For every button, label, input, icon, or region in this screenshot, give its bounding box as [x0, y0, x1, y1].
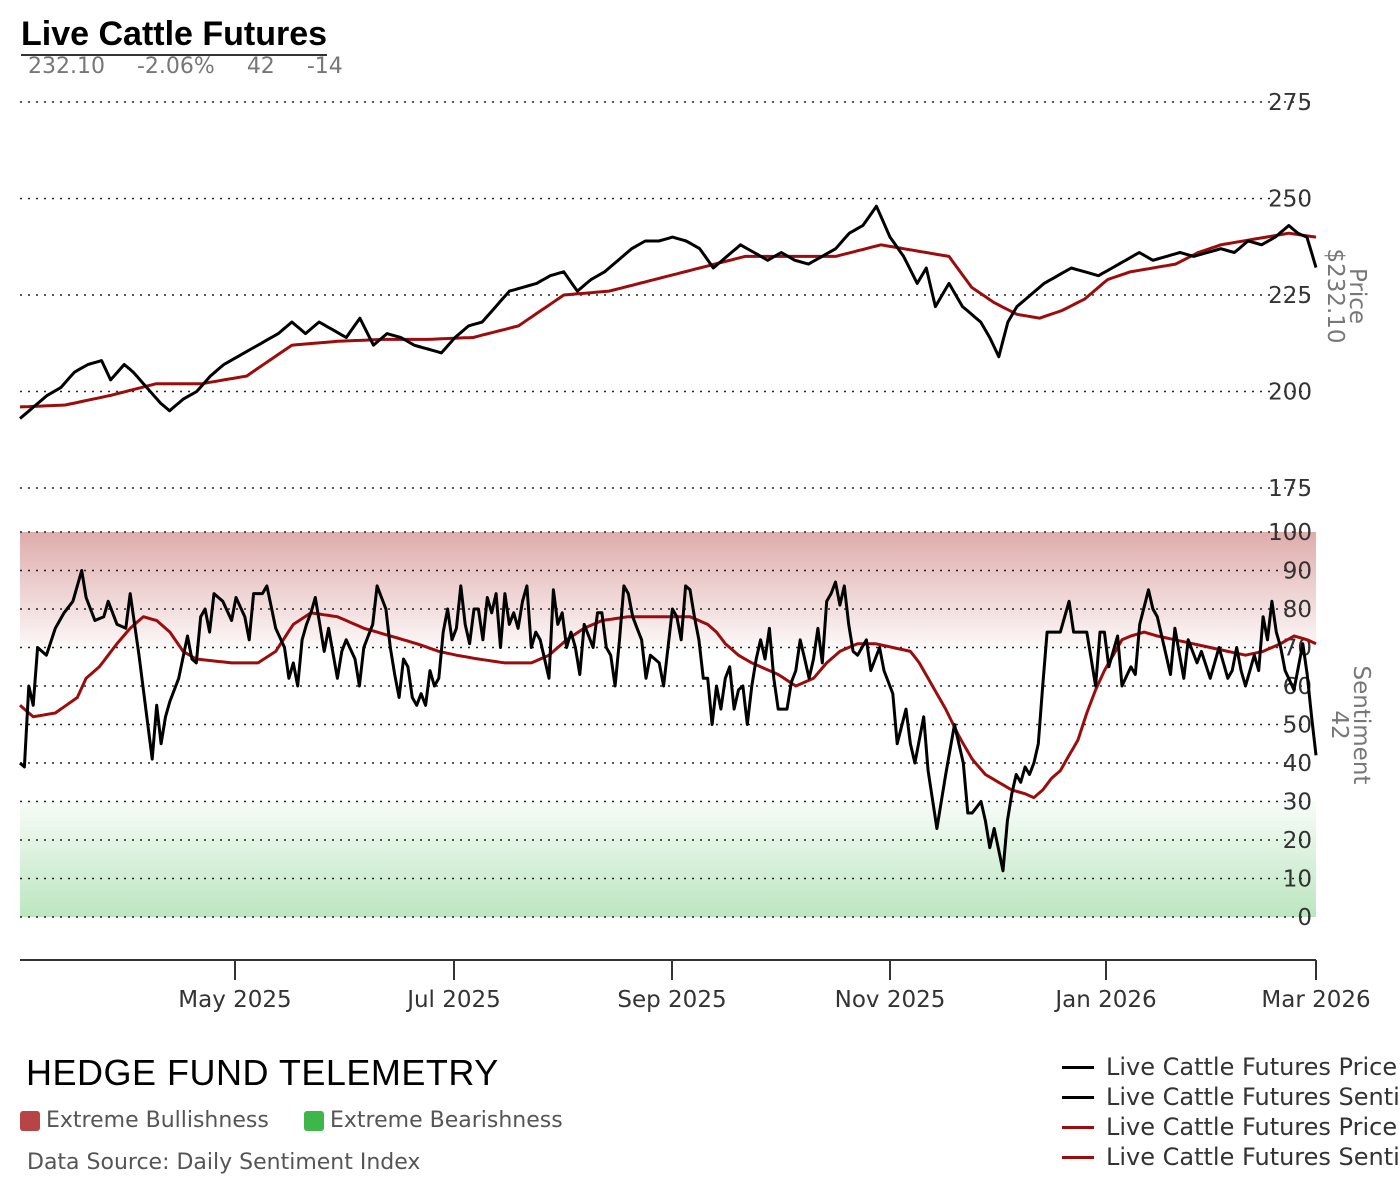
x-tick-label: Jan 2026 — [1053, 987, 1156, 1013]
brand-label: HEDGE FUND TELEMETRY — [26, 1052, 499, 1093]
legend-item-sentiment: Live Cattle Futures Sentiment — [1062, 1082, 1400, 1112]
legend-label: Live Cattle Futures Price SMA — [1106, 1113, 1400, 1141]
price-tick-label: 225 — [1268, 283, 1312, 309]
extreme-bearish-zone — [20, 801, 1316, 917]
series-legend: Live Cattle Futures Price Live Cattle Fu… — [1062, 1052, 1400, 1172]
price-tick-label: 175 — [1268, 476, 1312, 502]
price-axis-label: Price — [1344, 268, 1370, 324]
sentiment-tick-label: 80 — [1283, 597, 1312, 623]
legend-item-price-sma: Live Cattle Futures Price SMA — [1062, 1112, 1400, 1142]
legend-label: Live Cattle Futures Price — [1106, 1053, 1398, 1081]
sentiment-tick-label: 40 — [1283, 751, 1312, 777]
sentiment-tick-label: 20 — [1283, 828, 1312, 854]
sentiment-tick-label: 100 — [1268, 520, 1312, 546]
x-tick-label: Jul 2025 — [405, 987, 501, 1013]
legend-item-price: Live Cattle Futures Price — [1062, 1052, 1400, 1082]
stat-sentiment: 42 — [246, 54, 275, 79]
stat-sentiment-change: -14 — [306, 54, 343, 79]
stat-percent-change: -2.06% — [136, 54, 215, 79]
sentiment-line — [19, 569, 1318, 873]
price-sma-line — [19, 231, 1317, 409]
sentiment-last-value-label: 42 — [1326, 710, 1352, 739]
sentiment-tick-label: 30 — [1283, 790, 1312, 816]
price-tick-label: 200 — [1268, 380, 1312, 406]
price-line — [19, 204, 1318, 420]
page-title: Live Cattle Futures — [21, 14, 328, 56]
legend-line-icon — [1062, 1065, 1094, 1069]
x-tick-label: Nov 2025 — [835, 987, 946, 1013]
legend-line-icon — [1062, 1125, 1094, 1129]
legend-extreme-bearish: Extreme Bearishness — [304, 1108, 563, 1133]
sentiment-axis-label: Sentiment — [1348, 666, 1374, 785]
sentiment-tick-label: 50 — [1283, 713, 1312, 739]
legend-label: Live Cattle Futures Sentiment SMA — [1106, 1143, 1400, 1171]
bearish-label: Extreme Bearishness — [330, 1108, 563, 1133]
stat-last-price: 232.10 — [28, 54, 105, 79]
x-tick-label: May 2025 — [178, 987, 291, 1013]
sentiment-tick-label: 90 — [1283, 559, 1312, 585]
bearish-swatch — [304, 1110, 324, 1131]
sentiment-tick-label: 0 — [1297, 905, 1312, 931]
legend-line-icon — [1062, 1155, 1094, 1159]
legend-extreme-bullish: Extreme Bullishness — [20, 1108, 269, 1133]
stats-row: 232.10 -2.06% 42 -14 — [28, 54, 368, 79]
bullish-label: Extreme Bullishness — [46, 1108, 269, 1133]
chart-area: 1752002252502750102030405060708090100Pri… — [19, 90, 1374, 1013]
extreme-bullish-zone — [20, 532, 1316, 648]
price-tick-label: 250 — [1268, 187, 1312, 213]
price-tick-label: 275 — [1268, 90, 1312, 116]
sentiment-tick-label: 10 — [1283, 867, 1312, 893]
legend-label: Live Cattle Futures Sentiment — [1106, 1083, 1400, 1111]
price-last-value-label: $232.10 — [1322, 248, 1348, 343]
data-source: Data Source: Daily Sentiment Index — [27, 1150, 421, 1175]
legend-line-icon — [1062, 1095, 1094, 1099]
x-tick-label: Mar 2026 — [1261, 987, 1370, 1013]
sentiment-sma-line — [19, 611, 1317, 800]
x-tick-label: Sep 2025 — [617, 987, 726, 1013]
bullish-swatch — [20, 1110, 40, 1131]
legend-item-sentiment-sma: Live Cattle Futures Sentiment SMA — [1062, 1142, 1400, 1172]
